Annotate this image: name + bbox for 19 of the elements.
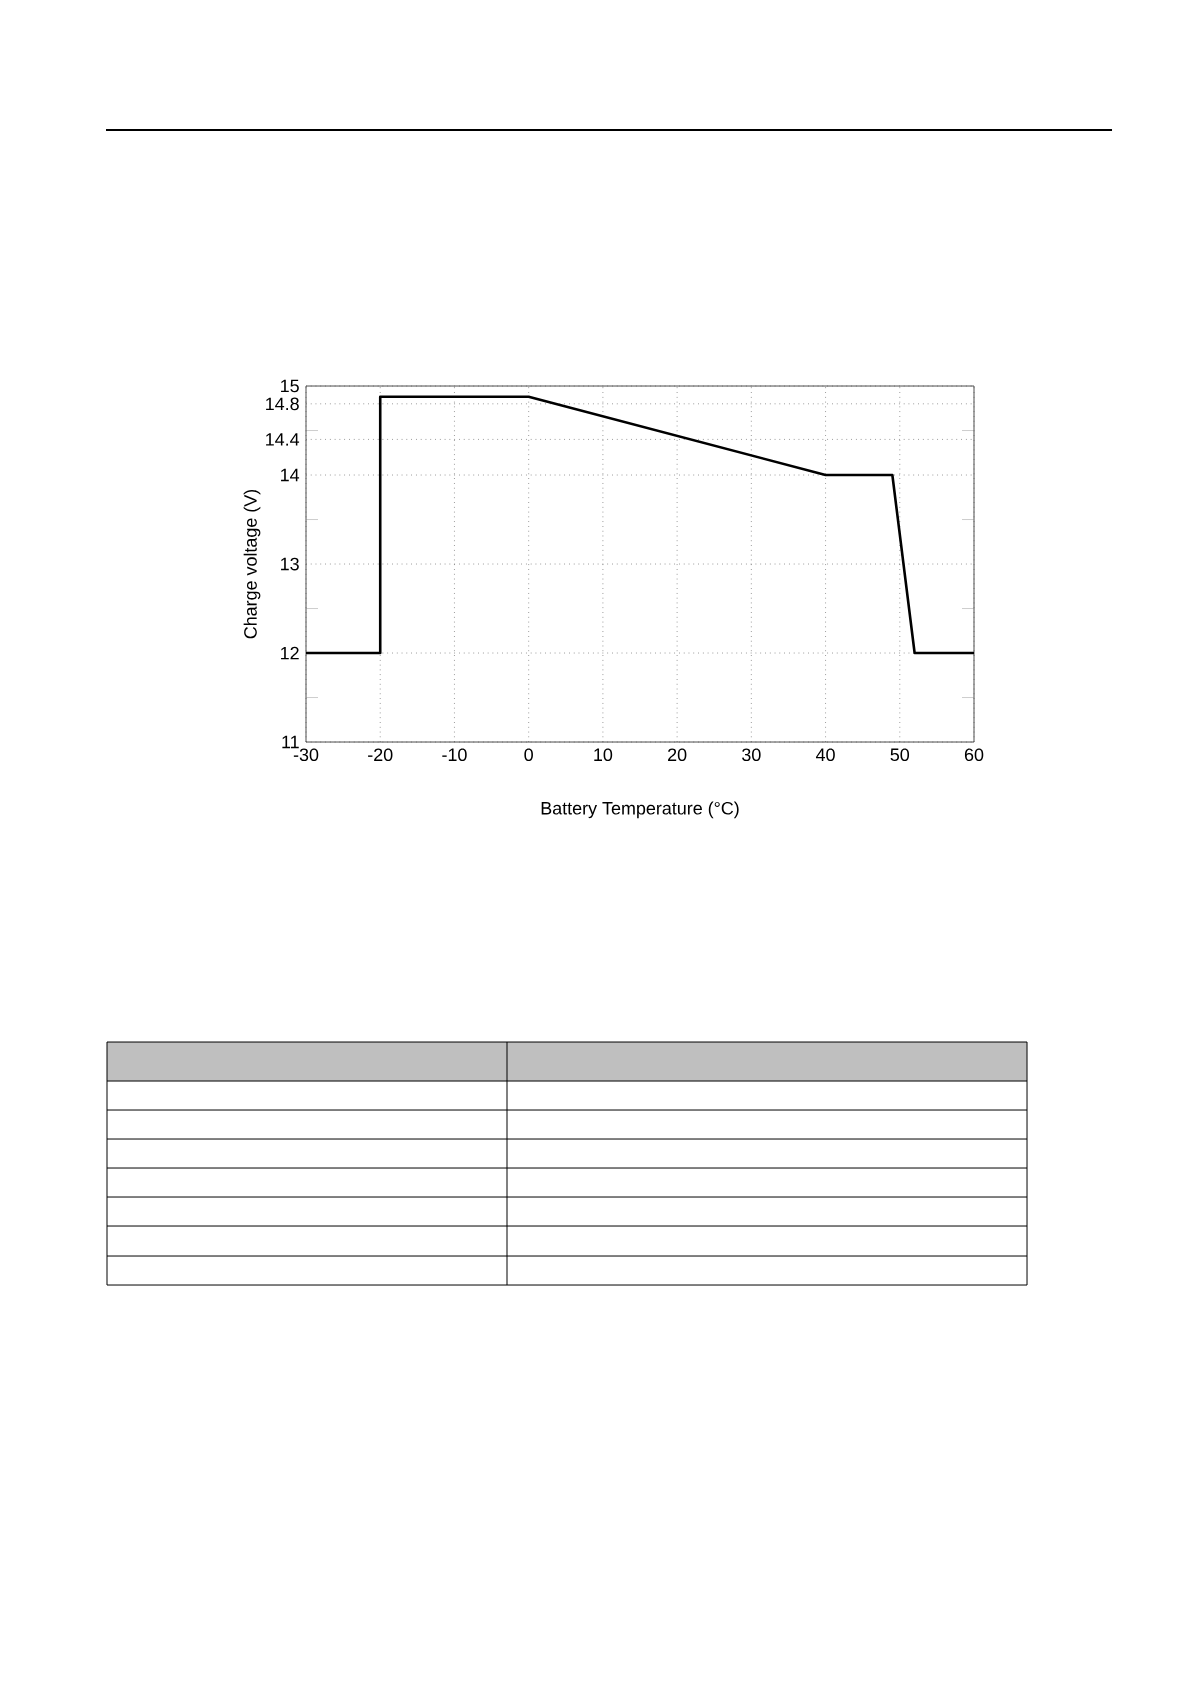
x-tick-label: 20 bbox=[668, 748, 687, 762]
y-tick-label: 14.4 bbox=[266, 433, 300, 446]
x-axis-title: Battery Temperature (°C) bbox=[541, 801, 739, 819]
y-tick-label: 11 bbox=[282, 735, 299, 749]
y-tick-label: 15 bbox=[281, 379, 299, 393]
x-tick-label: 10 bbox=[594, 748, 613, 762]
x-tick-label: -20 bbox=[368, 748, 393, 762]
x-tick-label: -10 bbox=[442, 748, 467, 762]
y-tick-label: 12 bbox=[281, 646, 299, 660]
y-tick-label: 13 bbox=[281, 557, 299, 571]
y-tick-label: 14 bbox=[281, 468, 300, 482]
x-tick-label: 30 bbox=[742, 748, 761, 762]
y-tick-label: 14.8 bbox=[266, 397, 299, 411]
x-tick-label: -30 bbox=[293, 748, 319, 762]
x-tick-label: 60 bbox=[964, 748, 984, 762]
x-tick-label: 0 bbox=[524, 748, 533, 762]
x-tick-label: 40 bbox=[815, 748, 835, 762]
x-tick-label: 50 bbox=[890, 748, 910, 762]
y-axis-title: Charge voltage (V) bbox=[243, 489, 261, 639]
